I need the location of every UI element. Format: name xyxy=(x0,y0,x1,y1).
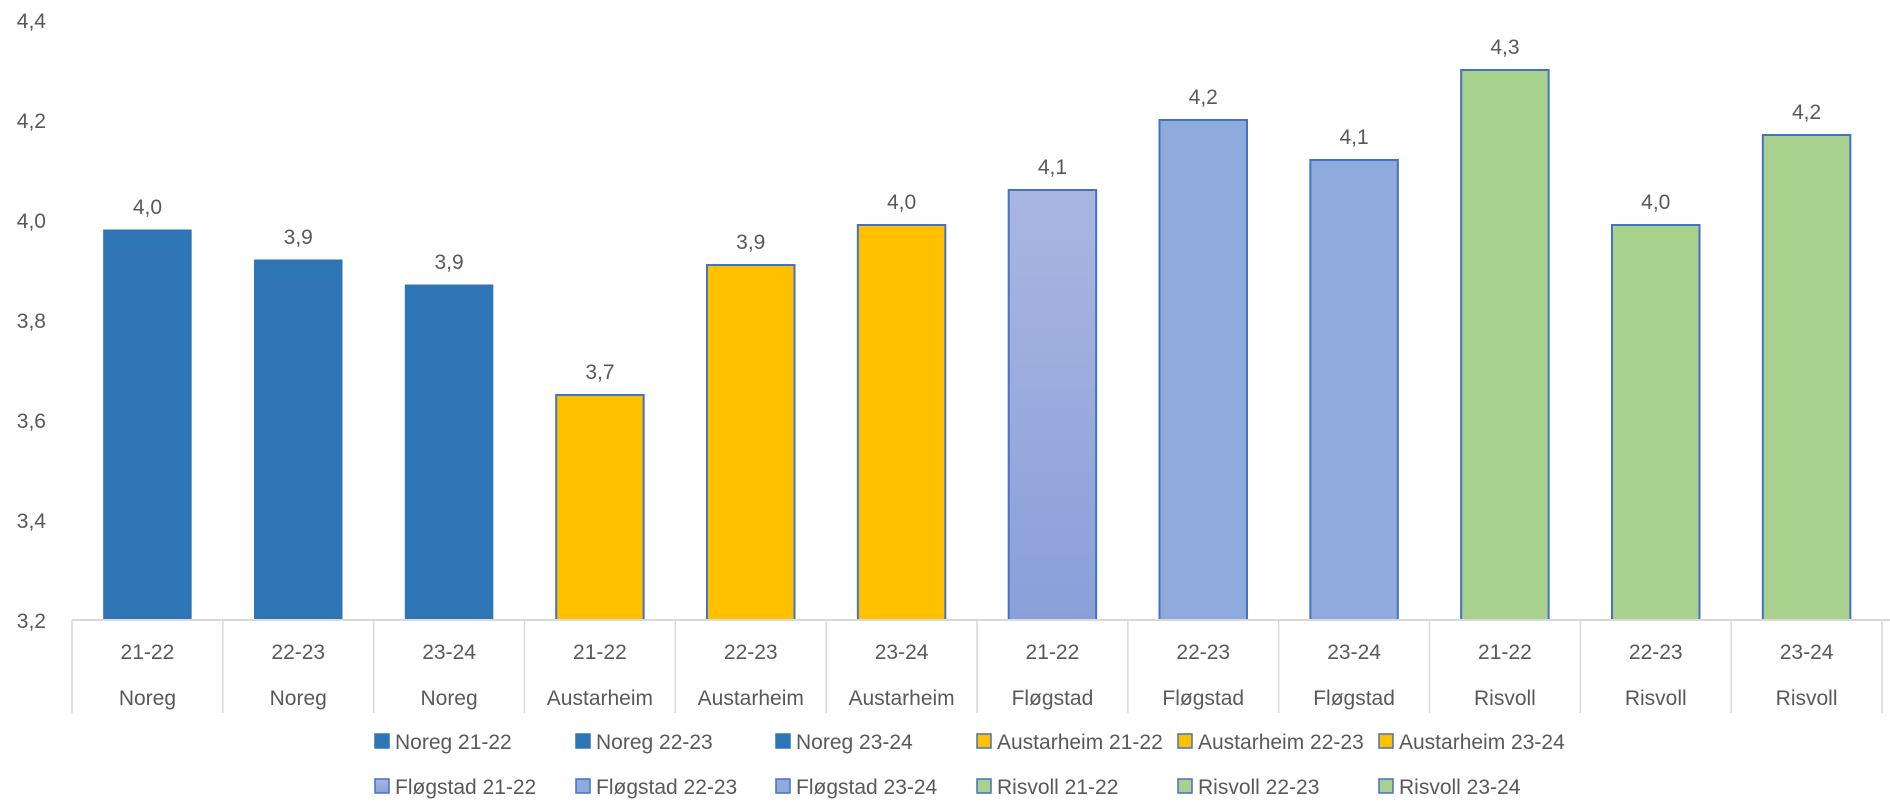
x-tick-period: 23-24 xyxy=(875,641,929,664)
x-tick-school: Austarheim xyxy=(848,687,954,710)
y-tick-label: 4,2 xyxy=(17,110,46,133)
legend-label: Fløgstad 21-22 xyxy=(395,776,536,799)
legend-label: Austarheim 23-24 xyxy=(1399,731,1565,754)
y-tick-label: 4,0 xyxy=(17,210,46,233)
data-label: 4,2 xyxy=(1189,86,1218,109)
legend-swatch xyxy=(775,778,791,794)
y-tick-label: 3,6 xyxy=(17,410,46,433)
legend-item: Fløgstad 21-22 xyxy=(374,776,536,799)
data-label: 4,1 xyxy=(1339,126,1368,149)
legend-item: Fløgstad 22-23 xyxy=(575,776,737,799)
data-label: 4,2 xyxy=(1792,101,1821,124)
legend-item: Risvoll 23-24 xyxy=(1378,776,1521,799)
bar xyxy=(706,264,796,621)
bar xyxy=(1611,224,1701,621)
x-tick-period: 22-23 xyxy=(1176,641,1230,664)
data-label: 4,0 xyxy=(133,196,162,219)
y-axis: 3,2 3,4 3,6 3,8 4,0 4,2 4,4 xyxy=(17,10,47,633)
x-tick-school: Fløgstad xyxy=(1012,687,1094,710)
x-tick-period: 21-22 xyxy=(573,641,627,664)
x-tick-school: Noreg xyxy=(420,687,477,710)
x-tick-period: 22-23 xyxy=(1629,641,1683,664)
legend-label: Noreg 22-23 xyxy=(596,731,713,754)
bar xyxy=(1460,69,1550,621)
bars xyxy=(103,69,1852,621)
bar xyxy=(1007,189,1098,621)
bar xyxy=(1309,159,1399,621)
legend-item: Noreg 22-23 xyxy=(575,731,713,754)
legend-item: Risvoll 21-22 xyxy=(976,776,1118,799)
legend-label: Risvoll 21-22 xyxy=(997,776,1118,799)
legend-swatch xyxy=(575,778,591,794)
bar xyxy=(1761,134,1852,621)
legend-label: Risvoll 23-24 xyxy=(1399,776,1521,799)
legend-label: Noreg 23-24 xyxy=(796,731,913,754)
bar xyxy=(555,394,645,621)
data-label: 3,9 xyxy=(434,251,463,274)
legend-label: Fløgstad 23-24 xyxy=(796,776,938,799)
legend-item: Austarheim 21-22 xyxy=(976,731,1163,754)
x-tick-school: Noreg xyxy=(270,687,327,710)
x-tick-period: 22-23 xyxy=(271,641,325,664)
x-tick-period: 21-22 xyxy=(1478,641,1532,664)
x-tick-school: Risvoll xyxy=(1776,687,1838,710)
x-tick-period: 23-24 xyxy=(1780,641,1834,664)
legend-swatch xyxy=(1378,733,1394,749)
data-label: 4,0 xyxy=(1641,191,1670,214)
legend-swatch xyxy=(775,733,791,749)
x-tick-school: Risvoll xyxy=(1474,687,1536,710)
x-tick-period: 23-24 xyxy=(1327,641,1381,664)
legend-swatch xyxy=(976,733,992,749)
data-label: 4,3 xyxy=(1490,36,1519,59)
data-label: 3,7 xyxy=(585,361,614,384)
legend-item: Noreg 21-22 xyxy=(374,731,512,754)
legend-swatch xyxy=(1177,733,1193,749)
x-tick-school: Noreg xyxy=(119,687,176,710)
legend-item: Austarheim 23-24 xyxy=(1378,731,1565,754)
bar xyxy=(404,284,494,621)
legend-swatch xyxy=(374,733,390,749)
data-label: 3,9 xyxy=(284,226,313,249)
legend-swatch xyxy=(976,778,992,794)
x-tick-school: Austarheim xyxy=(698,687,804,710)
y-tick-label: 3,2 xyxy=(17,610,46,633)
data-label: 4,0 xyxy=(887,191,916,214)
x-tick-period: 21-22 xyxy=(121,641,175,664)
legend-label: Fløgstad 22-23 xyxy=(596,776,737,799)
legend-label: Noreg 21-22 xyxy=(395,731,512,754)
legend-swatch xyxy=(374,778,390,794)
x-tick-period: 23-24 xyxy=(422,641,476,664)
y-tick-label: 4,4 xyxy=(17,10,47,33)
legend-label: Austarheim 22-23 xyxy=(1198,731,1364,754)
x-tick-school: Fløgstad xyxy=(1313,687,1395,710)
legend-swatch xyxy=(1378,778,1394,794)
data-label: 3,9 xyxy=(736,231,765,254)
legend-item: Fløgstad 23-24 xyxy=(775,776,938,799)
bar xyxy=(1158,119,1248,621)
legend-item: Noreg 23-24 xyxy=(775,731,913,754)
x-tick-school: Fløgstad xyxy=(1162,687,1244,710)
x-tick-period: 21-22 xyxy=(1026,641,1080,664)
legend-label: Austarheim 21-22 xyxy=(997,731,1163,754)
bar xyxy=(254,259,343,621)
y-tick-label: 3,4 xyxy=(17,510,47,533)
legend-label: Risvoll 22-23 xyxy=(1198,776,1319,799)
legend: Noreg 21-22 Noreg 22-23 Noreg 23-24 Austarh… xyxy=(374,731,1565,799)
legend-item: Risvoll 22-23 xyxy=(1177,776,1319,799)
legend-item: Austarheim 22-23 xyxy=(1177,731,1364,754)
bar xyxy=(856,224,947,621)
data-labels: 4,0 3,9 3,9 3,7 3,9 4,0 4,1 4,2 4,1 4,3 4,0 4,2 xyxy=(133,36,1821,384)
data-label: 4,1 xyxy=(1038,156,1067,179)
x-tick-school: Austarheim xyxy=(547,687,653,710)
legend-swatch xyxy=(1177,778,1193,794)
bar xyxy=(103,229,192,621)
x-axis: 21-22 Noreg 22-23 Noreg 23-24 Noreg 21-22 Austa… xyxy=(71,619,1890,713)
legend-swatch xyxy=(575,733,591,749)
x-tick-school: Risvoll xyxy=(1625,687,1687,710)
x-tick-period: 22-23 xyxy=(724,641,778,664)
y-tick-label: 3,8 xyxy=(17,310,46,333)
